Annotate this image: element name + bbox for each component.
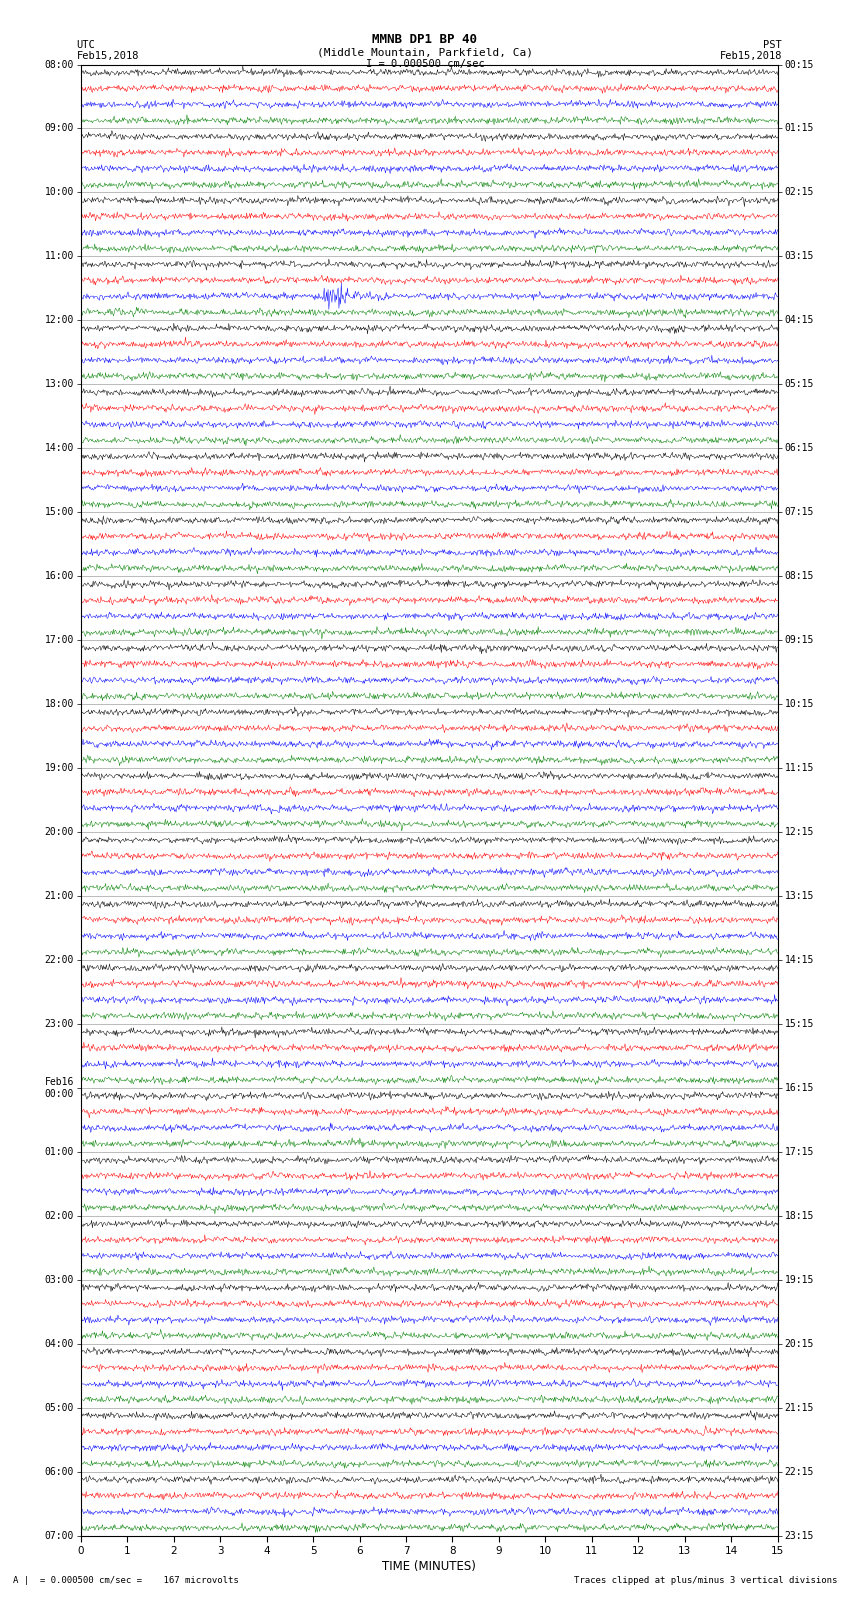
Text: I = 0.000500 cm/sec: I = 0.000500 cm/sec <box>366 58 484 69</box>
Text: PST: PST <box>763 40 782 50</box>
Text: Feb15,2018: Feb15,2018 <box>719 52 782 61</box>
Text: Feb15,2018: Feb15,2018 <box>76 52 139 61</box>
X-axis label: TIME (MINUTES): TIME (MINUTES) <box>382 1560 476 1573</box>
Text: A |  = 0.000500 cm/sec =    167 microvolts: A | = 0.000500 cm/sec = 167 microvolts <box>13 1576 239 1586</box>
Text: MMNB DP1 BP 40: MMNB DP1 BP 40 <box>372 32 478 47</box>
Text: Traces clipped at plus/minus 3 vertical divisions: Traces clipped at plus/minus 3 vertical … <box>574 1576 837 1586</box>
Text: (Middle Mountain, Parkfield, Ca): (Middle Mountain, Parkfield, Ca) <box>317 47 533 58</box>
Text: UTC: UTC <box>76 40 95 50</box>
